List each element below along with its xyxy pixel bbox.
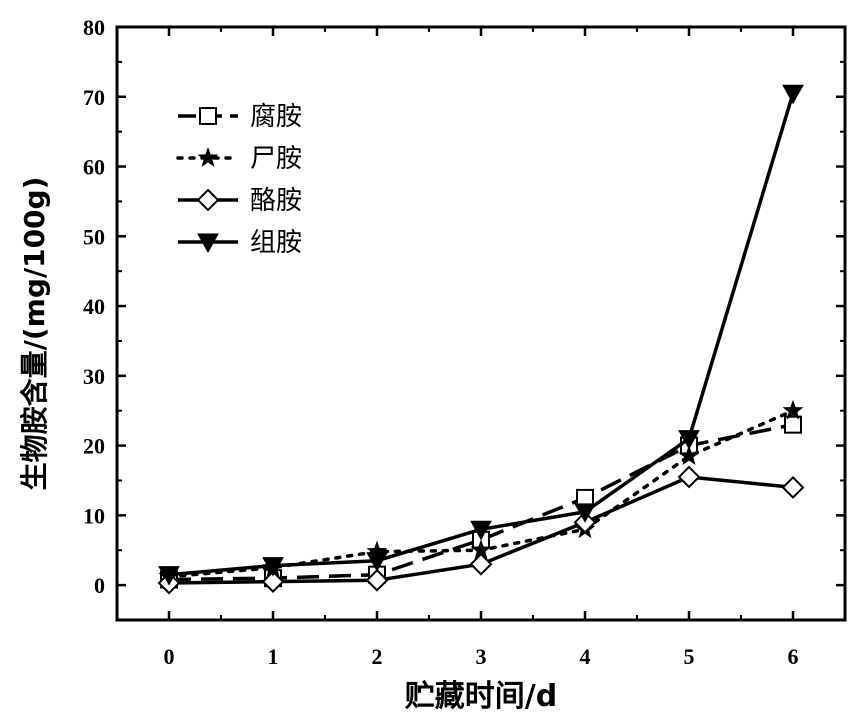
x-tick-label: 2 — [372, 644, 383, 669]
x-axis-title: 贮藏时间/d — [405, 679, 557, 714]
data-point — [366, 552, 388, 572]
axes: 0 10 20 30 40 50 60 70 80 0 1 2 3 4 5 6 — [83, 15, 847, 669]
legend-marker — [197, 147, 219, 167]
legend-item: 组胺 — [178, 228, 302, 258]
data-point — [158, 566, 180, 586]
legend-marker — [199, 107, 217, 125]
legend-label: 腐胺 — [250, 102, 302, 132]
series-3 — [157, 465, 805, 595]
data-point — [678, 445, 700, 465]
y-tick-label: 20 — [83, 434, 105, 459]
data-point — [469, 552, 493, 576]
y-tick-label: 0 — [94, 573, 105, 598]
y-tick-label: 60 — [83, 155, 105, 180]
series-4 — [158, 84, 804, 586]
data-point — [574, 503, 596, 523]
data-point — [261, 570, 285, 594]
y-tick-label: 70 — [83, 85, 105, 110]
data-point — [365, 568, 389, 592]
series-layer — [157, 84, 805, 595]
legend-label: 酪胺 — [250, 186, 302, 216]
data-point — [678, 430, 700, 450]
y-tick-label: 40 — [83, 294, 105, 319]
data-point — [782, 84, 804, 105]
data-point — [470, 520, 492, 541]
x-tick-label: 5 — [684, 644, 695, 669]
x-tick-label: 6 — [788, 644, 799, 669]
data-point — [470, 539, 492, 560]
legend-marker — [196, 188, 220, 212]
y-axis-title: 生物胺含量/(mg/100g) — [18, 177, 51, 491]
legend-marker — [197, 233, 219, 254]
legend-label: 尸胺 — [250, 144, 302, 174]
y-tick-label: 30 — [83, 364, 105, 389]
x-tick-label: 0 — [164, 644, 175, 669]
data-point — [366, 540, 388, 561]
legend-item: 酪胺 — [178, 186, 302, 216]
data-point — [781, 476, 805, 499]
y-tick-label: 80 — [83, 15, 105, 40]
x-tick-label: 1 — [268, 644, 279, 669]
x-tick-label: 3 — [476, 644, 487, 669]
data-point — [782, 399, 804, 420]
legend-item: 尸胺 — [176, 144, 302, 174]
data-point — [784, 415, 802, 434]
legend-label: 组胺 — [250, 228, 302, 258]
x-tick-label: 4 — [580, 644, 591, 669]
data-point — [262, 557, 284, 577]
data-point — [677, 465, 701, 489]
y-tick-label: 10 — [83, 503, 105, 528]
legend-item: 腐胺 — [178, 102, 302, 132]
y-tick-label: 50 — [83, 224, 105, 249]
